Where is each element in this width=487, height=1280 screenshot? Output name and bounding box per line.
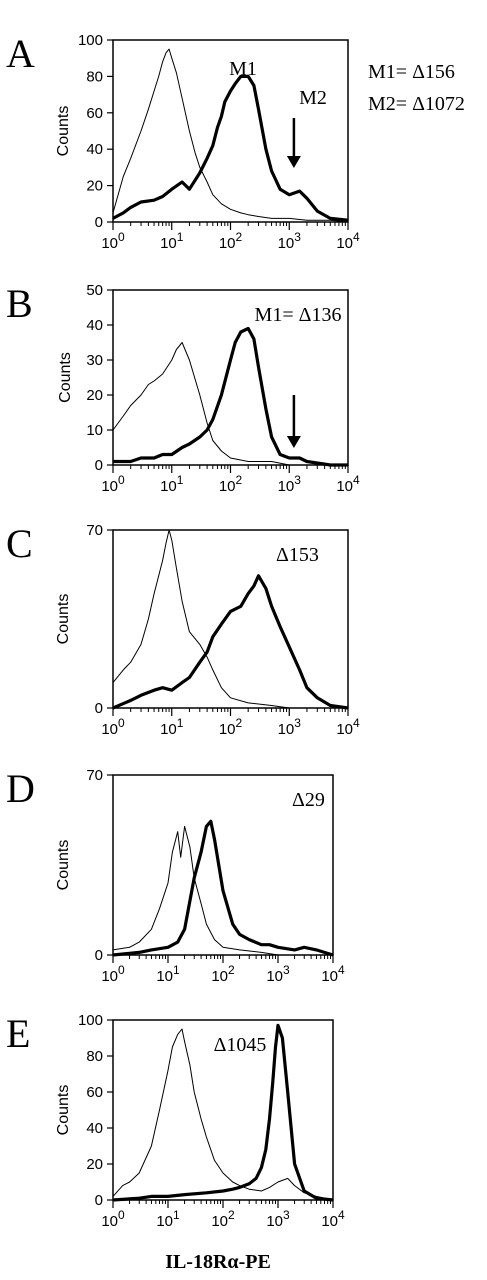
annotation-label: M2 (299, 87, 327, 109)
y-tick-label: 0 (95, 1192, 103, 1209)
x-tick-label: 102 (219, 473, 243, 495)
x-tick-label: 102 (219, 230, 243, 252)
x-tick-label: 102 (211, 1208, 235, 1230)
series-line-thin (112, 825, 333, 956)
y-tick-label: 40 (86, 1120, 103, 1137)
x-tick-label: 103 (278, 716, 302, 738)
annotation-label: M1= Δ156 (368, 61, 455, 83)
x-tick-label: 101 (160, 716, 184, 738)
series-line-thin (112, 342, 348, 466)
panel-letter: E (6, 1011, 30, 1056)
x-tick-label: 101 (156, 963, 180, 985)
y-tick-label: 70 (86, 767, 103, 784)
series-line-thick (112, 574, 349, 710)
series-line-thick (112, 819, 334, 957)
y-axis-label: Counts (55, 840, 72, 891)
panel-e: E 100 101 102 103 104 0 20 40 60 80 100 Counts Δ1045 (6, 1011, 345, 1230)
panel-b: B 100 101 102 103 104 0 10 20 30 40 50 Counts M1= Δ13… (6, 281, 360, 495)
y-tick-label: 10 (86, 422, 103, 439)
y-tick-label: 80 (86, 68, 103, 85)
x-tick-label: 104 (336, 473, 360, 495)
y-tick-label: 0 (95, 700, 103, 717)
y-tick-label: 20 (86, 178, 103, 195)
x-tick-label: 104 (336, 230, 360, 252)
panel-d: D 100 101 102 103 104 0 70 Counts Δ29 (6, 766, 345, 985)
series-line-thick (112, 1023, 334, 1202)
x-tick-label: 103 (266, 963, 290, 985)
y-tick-label: 20 (86, 387, 103, 404)
x-tick-label: 104 (336, 716, 360, 738)
series-line-thin (112, 529, 348, 709)
annotation-label: Δ1045 (214, 1034, 267, 1056)
x-tick-label: 101 (156, 1208, 180, 1230)
y-axis-label: Counts (55, 594, 72, 645)
y-tick-label: 60 (86, 105, 103, 122)
y-tick-label: 100 (78, 1012, 103, 1029)
series-line-thick (113, 326, 348, 467)
y-axis-label: Counts (57, 352, 74, 403)
y-tick-label: 80 (86, 1048, 103, 1065)
annotation-label: M2= Δ1072 (368, 93, 465, 115)
arrow-head (286, 156, 301, 168)
x-tick-label: 100 (101, 1208, 125, 1230)
panel-letter: C (6, 521, 33, 566)
series-line-thick (112, 74, 349, 222)
y-tick-label: 100 (78, 32, 103, 49)
x-tick-label: 100 (101, 473, 125, 495)
x-tick-label: 103 (266, 1208, 290, 1230)
x-tick-label: 103 (278, 473, 302, 495)
x-tick-label: 104 (321, 1208, 345, 1230)
x-tick-label: 102 (211, 963, 235, 985)
annotation-label: M1= Δ136 (255, 304, 342, 326)
y-tick-label: 60 (86, 1084, 103, 1101)
x-axis-title: IL-18Rα-PE (165, 1251, 271, 1273)
x-tick-label: 101 (160, 473, 184, 495)
panel-letter: B (6, 281, 33, 326)
series-line-thin (112, 48, 349, 223)
y-tick-label: 40 (86, 141, 103, 158)
x-tick-label: 100 (101, 230, 125, 252)
y-tick-label: 20 (86, 1156, 103, 1173)
y-tick-label: 30 (86, 352, 103, 369)
y-tick-label: 0 (95, 457, 103, 474)
y-tick-label: 70 (86, 522, 103, 539)
y-tick-label: 0 (95, 214, 103, 231)
annotation-label: Δ29 (292, 789, 325, 811)
panel-letter: A (6, 31, 35, 76)
x-tick-label: 100 (101, 716, 125, 738)
annotation-label: Δ153 (276, 544, 319, 566)
y-axis-label: Counts (55, 106, 72, 157)
arrow-head (286, 436, 301, 448)
panel-a: A 100 101 102 103 104 0 20 40 60 80 100 Counts M1 M2 M1… (6, 31, 465, 252)
y-tick-label: 50 (86, 282, 103, 299)
annotation-label: M1 (229, 58, 257, 80)
x-tick-label: 103 (278, 230, 302, 252)
x-tick-label: 104 (321, 963, 345, 985)
y-tick-label: 40 (86, 317, 103, 334)
panel-c: C 100 101 102 103 104 0 70 Counts Δ153 (6, 521, 360, 738)
y-tick-label: 0 (95, 947, 103, 964)
x-tick-label: 102 (219, 716, 243, 738)
y-axis-label: Counts (55, 1085, 72, 1136)
x-tick-label: 100 (101, 963, 125, 985)
series-line-thin (112, 1028, 334, 1201)
x-tick-label: 101 (160, 230, 184, 252)
panel-letter: D (6, 766, 35, 811)
